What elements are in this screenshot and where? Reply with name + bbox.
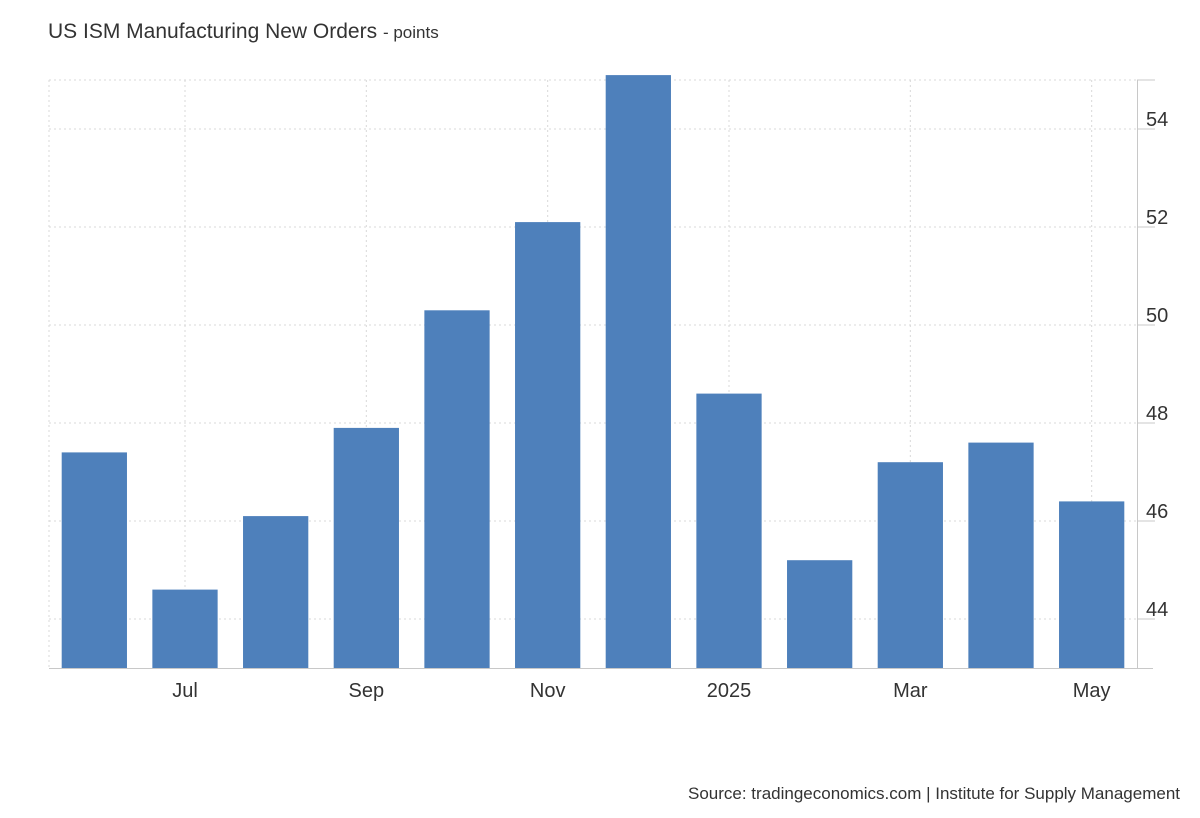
chart-subtitle: - points bbox=[382, 23, 439, 42]
x-tick-label: Jul bbox=[172, 680, 198, 702]
y-tick-label: 48 bbox=[1146, 403, 1168, 425]
y-tick-label: 46 bbox=[1146, 501, 1168, 523]
y-tick-label: 52 bbox=[1146, 207, 1168, 229]
source-text: Source: tradingeconomics.com | Institute… bbox=[688, 784, 1180, 803]
x-tick-label: May bbox=[1073, 680, 1111, 702]
y-tick-label: 54 bbox=[1146, 109, 1168, 131]
bar-feb bbox=[787, 560, 853, 668]
bar-mar bbox=[877, 462, 943, 668]
chart-title: US ISM Manufacturing New Orders - points bbox=[48, 20, 439, 44]
x-tick-label: Nov bbox=[530, 680, 566, 702]
axis-layer: 44 46 48 50 52 54 Jul Sep Nov 2025 Mar May bbox=[49, 79, 1168, 702]
bar-jun bbox=[61, 452, 127, 668]
bar-oct bbox=[424, 310, 490, 668]
bar-nov bbox=[515, 222, 581, 668]
y-tick-label: 50 bbox=[1146, 305, 1168, 327]
bar-dec bbox=[605, 75, 671, 669]
bar-layer bbox=[61, 75, 1125, 669]
bar-sep bbox=[333, 427, 399, 668]
bar-apr bbox=[968, 442, 1034, 668]
bar-jul bbox=[152, 589, 218, 668]
x-tick-label: Mar bbox=[893, 680, 928, 702]
bar-jan bbox=[696, 393, 762, 668]
chart-title-text: US ISM Manufacturing New Orders bbox=[48, 20, 378, 43]
bar-may bbox=[1059, 501, 1125, 668]
bar-aug bbox=[243, 516, 309, 668]
x-tick-label: 2025 bbox=[707, 680, 752, 702]
y-tick-label: 44 bbox=[1146, 599, 1168, 621]
x-tick-label: Sep bbox=[349, 680, 385, 702]
